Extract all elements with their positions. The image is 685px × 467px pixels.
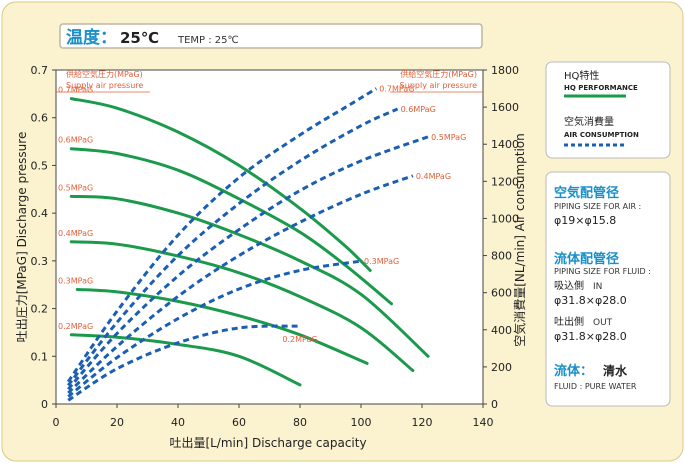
air-curve-label: 0.6MPaG bbox=[401, 105, 436, 114]
air-consumption-curve-0-6mpag bbox=[67, 107, 399, 387]
pressure-curve-0-6mpag bbox=[69, 147, 393, 306]
piping-air-value: φ19×φ15.8 bbox=[554, 214, 616, 227]
legend-hq-jp: HQ特性 bbox=[564, 69, 599, 82]
x-tick-label: 40 bbox=[171, 416, 185, 429]
air-consumption-curve-0-2mpag bbox=[67, 324, 301, 402]
pressure-curve-label: 0.5MPaG bbox=[58, 183, 93, 192]
y2-tick-label: 1800 bbox=[491, 64, 519, 77]
air-curve-label: 0.4MPaG bbox=[416, 172, 451, 181]
temperature-box bbox=[59, 23, 483, 49]
pressure-curve-0-4mpag bbox=[69, 240, 415, 373]
supply-label-right-jp: 供給空気圧力(MPaG) bbox=[400, 69, 477, 79]
x-ticks: 0 20 40 60 80 100 120 140 bbox=[53, 404, 494, 429]
pressure-curve-0-3mpag bbox=[75, 288, 369, 365]
air-consumption-curve-0-3mpag bbox=[67, 259, 362, 398]
legend-air-en: AIR CONSUMPTION bbox=[564, 131, 639, 139]
inlet-value: φ31.8×φ28.0 bbox=[554, 294, 627, 307]
y2-ticks: 0 200 400 600 800 1000 1200 1400 1600 1800 bbox=[483, 64, 519, 411]
y2-tick-label: 1600 bbox=[491, 101, 519, 114]
x-tick-label: 60 bbox=[232, 416, 246, 429]
supply-label-left-jp: 供給空気圧力(MPaG) bbox=[66, 69, 143, 79]
air-curve-label: 0.5MPaG bbox=[431, 133, 466, 142]
piping-air-en: PIPING SIZE FOR AIR : bbox=[554, 202, 641, 211]
pressure-curve-label: 0.7MPaG bbox=[58, 86, 93, 95]
y2-tick-label: 200 bbox=[491, 361, 512, 374]
y2-axis-title: 空気消費量[NL/min] Air consumption bbox=[512, 133, 527, 347]
y-tick-label: 0.3 bbox=[31, 255, 49, 268]
fluid-en: FLUID : PURE WATER bbox=[554, 382, 637, 391]
piping-fluid-en: PIPING SIZE FOR FLUID : bbox=[554, 267, 651, 276]
inlet-label-en: IN bbox=[593, 282, 602, 292]
air-curve-label: 0.2MPaG bbox=[282, 335, 317, 344]
y2-tick-label: 1200 bbox=[491, 175, 519, 188]
temperature-value: 25℃ bbox=[120, 29, 159, 47]
outlet-label-en: OUT bbox=[593, 318, 613, 328]
y-tick-label: 0.4 bbox=[31, 207, 49, 220]
series-labels: 0.7MPaG 0.6MPaG 0.5MPaG 0.4MPaG 0.3MPaG 0.2MP… bbox=[58, 85, 466, 345]
y-tick-label: 0 bbox=[41, 398, 48, 411]
pressure-curve-label: 0.4MPaG bbox=[58, 229, 93, 238]
y-tick-label: 0.5 bbox=[31, 159, 49, 172]
pressure-curve-label: 0.2MPaG bbox=[58, 322, 93, 331]
air-consumption-curve-0-5mpag bbox=[67, 135, 429, 391]
temperature-en: TEMP : 25℃ bbox=[177, 35, 239, 46]
air-consumption-curve-0-7mpag bbox=[66, 87, 378, 383]
x-tick-label: 0 bbox=[53, 416, 60, 429]
plot-frame bbox=[55, 69, 484, 405]
y2-tick-label: 400 bbox=[491, 324, 512, 337]
y2-tick-label: 600 bbox=[491, 287, 512, 300]
legend-box bbox=[545, 61, 671, 159]
inlet-label-jp: 吸込側 bbox=[554, 279, 584, 292]
pressure-curve-0-5mpag bbox=[69, 194, 430, 358]
x-tick-label: 100 bbox=[351, 416, 372, 429]
specs-box bbox=[545, 171, 671, 407]
y-axis-title: 吐出圧力[MPaG] Discharge pressure bbox=[15, 132, 29, 343]
y-ticks: 0 0.1 0.2 0.3 0.4 0.5 0.6 0.7 bbox=[31, 64, 56, 411]
y2-tick-label: 0 bbox=[491, 398, 498, 411]
outlet-value: φ31.8×φ28.0 bbox=[554, 330, 627, 343]
series-layer bbox=[66, 87, 430, 402]
air-curve-label: 0.3MPaG bbox=[364, 257, 399, 266]
pressure-curve-label: 0.6MPaG bbox=[58, 136, 93, 145]
supply-label-left-en: Supply air pressure bbox=[66, 81, 143, 90]
y-tick-label: 0.7 bbox=[31, 64, 49, 77]
y2-tick-label: 1000 bbox=[491, 212, 519, 225]
x-tick-label: 80 bbox=[293, 416, 307, 429]
temperature-label: 温度： bbox=[66, 27, 117, 48]
legend-hq-en: HQ PERFORMANCE bbox=[564, 84, 638, 92]
outlet-label-jp: 吐出側 bbox=[554, 315, 584, 328]
x-tick-label: 120 bbox=[412, 416, 433, 429]
y-tick-label: 0.6 bbox=[31, 112, 49, 125]
legend-air-jp: 空気消費量 bbox=[564, 115, 614, 128]
fluid-heading: 流体： bbox=[554, 363, 593, 379]
pressure-curve-0-7mpag bbox=[69, 97, 372, 272]
supply-label-right-en: Supply air pressure bbox=[400, 81, 477, 90]
piping-fluid-heading: 流体配管径 bbox=[554, 251, 619, 267]
pressure-curve-label: 0.3MPaG bbox=[58, 276, 93, 285]
y-tick-label: 0.2 bbox=[31, 303, 49, 316]
y2-tick-label: 800 bbox=[491, 250, 512, 263]
y2-tick-label: 1400 bbox=[491, 138, 519, 151]
y-tick-label: 0.1 bbox=[31, 350, 49, 363]
x-axis-title: 吐出量[L/min] Discharge capacity bbox=[169, 436, 366, 450]
pressure-curve-0-2mpag bbox=[69, 333, 302, 387]
fluid-value: 清水 bbox=[603, 363, 628, 378]
air-curve-label: 0.7MPaG bbox=[379, 85, 414, 94]
x-tick-label: 20 bbox=[110, 416, 124, 429]
x-tick-label: 140 bbox=[473, 416, 494, 429]
piping-air-heading: 空気配管径 bbox=[554, 185, 619, 201]
